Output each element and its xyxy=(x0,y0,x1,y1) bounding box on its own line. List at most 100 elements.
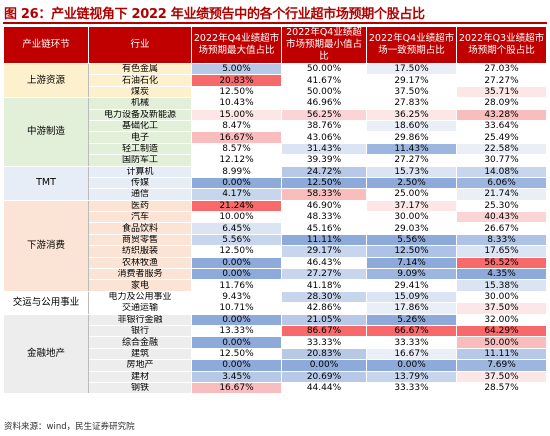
table-row: 中游制造 机械 10.43% 46.96% 27.83% 28.09% xyxy=(3,97,547,167)
table-row: 传媒 0.00% 12.50% 2.50% 6.06% xyxy=(4,176,547,190)
header-chain-stage: 产业链环节 xyxy=(3,26,89,64)
q4-min-cell: 20.83% xyxy=(281,347,367,361)
q4-min-cell: 48.33% xyxy=(281,211,367,224)
table-row: 国防军工 12.12% 39.39% 27.27% 30.77% xyxy=(4,154,547,167)
industry-cell: 机械 xyxy=(88,97,192,110)
q4-consensus-cell: 17.86% xyxy=(366,302,457,315)
industry-cell: 医药 xyxy=(88,199,192,213)
chain-stage-cell: 中游制造 xyxy=(3,97,89,167)
table-row: 轻工制造 8.57% 31.43% 11.43% 22.58% xyxy=(4,142,547,156)
q4-max-cell: 8.57% xyxy=(191,142,282,156)
industry-cell: 综合金融 xyxy=(88,336,192,349)
q3-cell: 4.35% xyxy=(456,268,547,281)
q4-max-cell: 10.71% xyxy=(191,302,282,315)
table-row: 石油石化 20.83% 41.67% 29.17% 27.27% xyxy=(4,74,547,87)
header-industry: 行业 xyxy=(88,26,192,64)
q4-min-cell: 50.00% xyxy=(281,85,367,99)
table-row: 金融地产 非银行金融 0.00% 21.05% 5.26% 32.00% xyxy=(3,313,547,395)
table-row: TMT 计算机 8.99% 24.72% 15.73% 14.08% xyxy=(3,165,547,201)
q3-cell: 56.52% xyxy=(456,256,547,270)
q4-consensus-cell: 36.25% xyxy=(366,108,457,121)
figure-title: 图 26：产业链视角下 2022 年业绩预告中的各个行业超市场预期个股占比 xyxy=(4,7,425,22)
q4-consensus-cell: 29.41% xyxy=(366,279,457,292)
industry-cell: 电力及公用事业 xyxy=(88,290,192,304)
q3-cell: 28.57% xyxy=(456,381,547,395)
table-row: 下游消费 医药 21.24% 46.90% 37.17% 25.30% xyxy=(3,199,547,292)
q4-min-cell: 41.67% xyxy=(281,74,367,87)
industry-cell: 基础化工 xyxy=(88,119,192,133)
q4-min-cell: 31.43% xyxy=(281,142,367,156)
q3-cell: 27.27% xyxy=(456,74,547,87)
q3-cell: 25.49% xyxy=(456,131,547,144)
q4-max-cell: 10.00% xyxy=(191,211,282,224)
q4-min-cell: 20.69% xyxy=(281,370,367,383)
industry-cell: 轻工制造 xyxy=(88,142,192,156)
q4-consensus-cell: 25.00% xyxy=(366,188,457,201)
q4-max-cell: 5.56% xyxy=(191,233,282,247)
q4-max-cell: 0.00% xyxy=(191,336,282,349)
table-row: 钢铁 16.67% 44.44% 33.33% 28.57% xyxy=(4,381,547,395)
chain-stage-cell: TMT xyxy=(3,165,89,201)
q3-cell: 6.06% xyxy=(456,176,547,190)
q3-cell: 22.58% xyxy=(456,142,547,156)
source-note: 资料来源：wind，民生证券研究院 xyxy=(4,422,135,432)
q4-consensus-cell: 0.00% xyxy=(366,359,457,372)
q3-cell: 30.77% xyxy=(456,154,547,167)
q4-consensus-cell: 17.50% xyxy=(366,62,457,76)
q3-cell: 40.43% xyxy=(456,211,547,224)
q3-cell: 64.29% xyxy=(456,324,547,338)
q4-min-cell: 41.18% xyxy=(281,279,367,292)
q3-cell: 30.00% xyxy=(456,290,547,304)
q4-min-cell: 58.33% xyxy=(281,188,367,201)
q4-min-cell: 39.39% xyxy=(281,154,367,167)
q4-consensus-cell: 12.50% xyxy=(366,245,457,258)
q4-min-cell: 44.44% xyxy=(281,381,367,395)
table-row: 交运与公用事业 电力及公用事业 9.43% 28.30% 15.09% 30.00% xyxy=(3,290,547,315)
industry-cell: 建筑 xyxy=(88,347,192,361)
q3-cell: 21.74% xyxy=(456,188,547,201)
q4-max-cell: 12.12% xyxy=(191,154,282,167)
q4-max-cell: 12.50% xyxy=(191,85,282,99)
header-q4-consensus: 2022年Q4业绩超市场一致预期占比 xyxy=(366,26,457,64)
q4-max-cell: 0.00% xyxy=(191,359,282,372)
q3-cell: 43.28% xyxy=(456,108,547,121)
table-row: 建材 3.45% 20.69% 13.79% 37.50% xyxy=(4,370,547,383)
industry-cell: 有色金属 xyxy=(88,62,192,76)
q4-consensus-cell: 15.73% xyxy=(366,165,457,178)
chain-stage-cell: 上游资源 xyxy=(3,62,89,99)
q4-consensus-cell: 27.27% xyxy=(366,154,457,167)
chain-stage-cell: 交运与公用事业 xyxy=(3,290,89,315)
industry-cell: 通信 xyxy=(88,188,192,201)
industry-cell: 非银行金融 xyxy=(88,313,192,327)
table-row: 银行 13.33% 86.67% 66.67% 64.29% xyxy=(4,324,547,338)
q4-min-cell: 0.00% xyxy=(281,359,367,372)
q4-min-cell: 46.90% xyxy=(281,199,367,213)
table-row: 房地产 0.00% 0.00% 0.00% 7.69% xyxy=(4,359,547,372)
industry-cell: 房地产 xyxy=(88,359,192,372)
q4-max-cell: 9.43% xyxy=(191,290,282,304)
q4-min-cell: 46.43% xyxy=(281,256,367,270)
chain-stage-cell: 下游消费 xyxy=(3,199,89,292)
q4-max-cell: 10.43% xyxy=(191,97,282,110)
q4-min-cell: 33.33% xyxy=(281,336,367,349)
q3-cell: 14.08% xyxy=(456,165,547,178)
q4-max-cell: 8.47% xyxy=(191,119,282,133)
q4-consensus-cell: 13.79% xyxy=(366,370,457,383)
q4-min-cell: 27.27% xyxy=(281,268,367,281)
q4-consensus-cell: 33.33% xyxy=(366,381,457,395)
industry-cell: 家电 xyxy=(88,279,192,292)
q4-consensus-cell: 9.09% xyxy=(366,268,457,281)
q4-min-cell: 12.50% xyxy=(281,176,367,190)
industry-cell: 交通运输 xyxy=(88,302,192,315)
q4-max-cell: 8.99% xyxy=(191,165,282,178)
industry-cell: 消费者服务 xyxy=(88,268,192,281)
q4-consensus-cell: 27.83% xyxy=(366,97,457,110)
q3-cell: 37.50% xyxy=(456,370,547,383)
table-row: 消费者服务 0.00% 27.27% 9.09% 4.35% xyxy=(4,268,547,281)
q4-consensus-cell: 37.50% xyxy=(366,85,457,99)
q3-cell: 32.00% xyxy=(456,313,547,327)
q4-max-cell: 15.00% xyxy=(191,108,282,121)
q4-min-cell: 21.05% xyxy=(281,313,367,327)
q4-consensus-cell: 5.26% xyxy=(366,313,457,327)
industry-cell: 钢铁 xyxy=(88,381,192,395)
